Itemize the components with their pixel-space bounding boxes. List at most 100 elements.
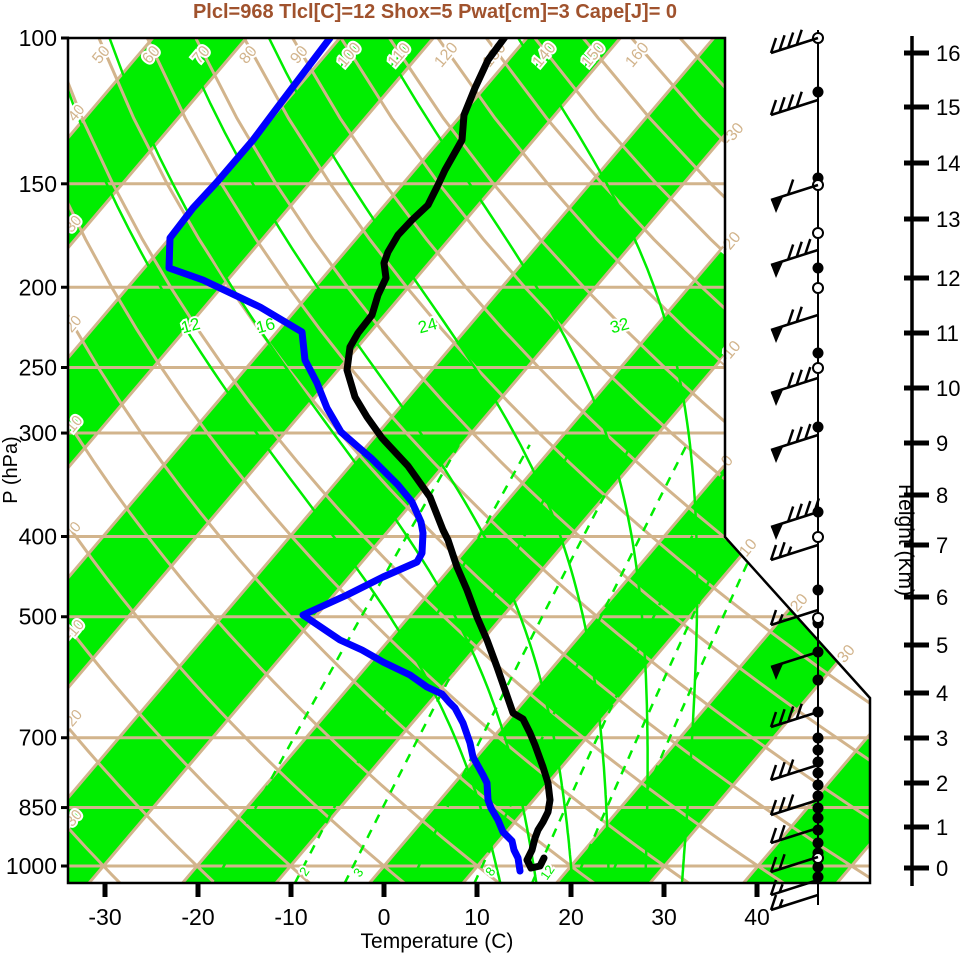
temperature-tick-label: 30 bbox=[651, 904, 677, 930]
wind-barb bbox=[769, 824, 819, 845]
mixing-ratio-lines bbox=[213, 444, 804, 883]
mixing-ratio-line bbox=[573, 444, 775, 883]
wind-barb bbox=[769, 608, 819, 627]
dry-adiabat-label: 20 bbox=[62, 312, 86, 336]
wind-level-dot bbox=[812, 732, 824, 744]
height-tick-label: 9 bbox=[936, 431, 948, 456]
wind-level-circle bbox=[812, 227, 824, 239]
height-tick-label: 8 bbox=[936, 483, 948, 508]
temperature-tick-label: 0 bbox=[378, 904, 391, 930]
dry-adiabat-line bbox=[194, 38, 870, 883]
height-tick-label: 0 bbox=[936, 856, 948, 881]
moist-adiabat-lines bbox=[68, 38, 699, 883]
height-tick-label: 13 bbox=[936, 207, 960, 232]
mixing-ratio-line bbox=[530, 444, 738, 883]
wind-profile bbox=[769, 29, 824, 912]
temperature-tick-label: -30 bbox=[88, 904, 121, 930]
dry-adiabat-line bbox=[68, 38, 217, 883]
isotherm-line bbox=[68, 38, 561, 883]
wind-barb bbox=[769, 703, 819, 729]
pressure-tick-label: 150 bbox=[19, 171, 57, 197]
pressure-tick-label: 250 bbox=[19, 354, 57, 380]
dry-adiabat-line bbox=[291, 38, 870, 883]
wind-barb bbox=[770, 497, 821, 540]
mixing-ratio-line bbox=[473, 444, 688, 883]
isotherm-line bbox=[256, 38, 870, 883]
wind-barb bbox=[769, 29, 819, 55]
height-tick-label: 15 bbox=[936, 95, 960, 120]
mixing-ratio-line bbox=[343, 444, 575, 883]
wind-level-dot bbox=[812, 86, 824, 98]
dry-adiabat-line bbox=[339, 38, 870, 883]
temperature-tick-label: 10 bbox=[464, 904, 490, 930]
wind-level-dot bbox=[812, 421, 824, 433]
wind-level-dot bbox=[812, 347, 824, 359]
height-tick-label: 16 bbox=[936, 41, 960, 66]
height-tick-label: 11 bbox=[936, 321, 959, 346]
wind-level-dot bbox=[812, 790, 824, 802]
green-band bbox=[724, 38, 870, 883]
wind-level-circle bbox=[812, 362, 824, 374]
isotherm-line bbox=[723, 38, 870, 883]
temperature-profile-line bbox=[343, 38, 554, 872]
moist-adiabat-label: 24 bbox=[416, 314, 439, 337]
pressure-axis: 100 150 200 250 300 400 500 700 850 1000 bbox=[6, 25, 69, 879]
pressure-tick-label: 400 bbox=[19, 524, 57, 550]
height-tick-label: 10 bbox=[936, 376, 960, 401]
height-tick-label: 5 bbox=[936, 633, 948, 658]
wind-barb bbox=[770, 650, 819, 680]
dry-adiabat-line bbox=[68, 38, 596, 883]
wind-barb bbox=[770, 366, 819, 406]
height-tick-label: 7 bbox=[936, 533, 948, 558]
moist-adiabat-line bbox=[179, 38, 574, 883]
wind-barb bbox=[769, 878, 819, 897]
wind-barb bbox=[770, 179, 819, 213]
moist-adiabat-label: 12 bbox=[179, 314, 202, 337]
dry-adiabat-label: 160 bbox=[622, 39, 652, 70]
dewpoint-profile-line bbox=[165, 38, 524, 875]
mixing-ratio-line bbox=[213, 444, 461, 883]
pressure-tick-label: 100 bbox=[19, 25, 57, 51]
height-tick-label: 12 bbox=[936, 266, 960, 291]
temperature-tick-label: 40 bbox=[744, 904, 770, 930]
height-tick-label: 2 bbox=[936, 771, 948, 796]
mixing-ratio-line bbox=[293, 444, 531, 883]
wind-barb bbox=[769, 759, 819, 782]
dry-adiabat-line bbox=[68, 38, 312, 883]
height-tick-label: 14 bbox=[936, 151, 960, 176]
plot-frame bbox=[66, 36, 872, 885]
dry-adiabat-line bbox=[388, 38, 870, 883]
wind-barb bbox=[769, 853, 819, 874]
wind-barb bbox=[769, 893, 819, 912]
pressure-tick-label: 700 bbox=[19, 725, 57, 751]
isotherm-line bbox=[68, 38, 467, 883]
wind-barb bbox=[770, 423, 819, 463]
wind-level-dot bbox=[812, 744, 824, 756]
moist-adiabat-line bbox=[68, 38, 502, 883]
temperature-tick-label: 20 bbox=[558, 904, 584, 930]
isotherm-line bbox=[536, 38, 870, 883]
wind-barb bbox=[769, 541, 819, 562]
height-tick-label: 4 bbox=[936, 681, 948, 706]
height-tick-label: 6 bbox=[936, 585, 948, 610]
plot-area: 50 60 70 80 90 100 110 120 130 140 150 160403020100… bbox=[62, 38, 870, 883]
height-tick-label: 1 bbox=[936, 815, 948, 840]
pressure-tick-label: 200 bbox=[19, 274, 57, 300]
pressure-axis-title: P (hPa) bbox=[0, 436, 22, 503]
wind-level-dot bbox=[812, 674, 824, 686]
moist-adiabat-line bbox=[517, 38, 699, 883]
temperature-axis: -30 -20 -10 0 10 20 30 40 bbox=[88, 884, 770, 930]
wind-level-circle bbox=[812, 531, 824, 543]
green-band bbox=[68, 38, 466, 883]
mixing-ratio-line bbox=[409, 444, 633, 883]
wind-level-dot bbox=[812, 584, 824, 596]
dry-adiabat-line bbox=[68, 38, 406, 883]
wind-level-circle bbox=[812, 612, 824, 624]
wind-level-circle bbox=[812, 282, 824, 294]
mixing-ratio-line bbox=[606, 444, 804, 883]
wind-level-dot bbox=[812, 837, 824, 849]
wind-barb bbox=[769, 91, 819, 117]
moist-adiabat-line bbox=[267, 38, 611, 883]
pressure-tick-label: 500 bbox=[19, 604, 57, 630]
